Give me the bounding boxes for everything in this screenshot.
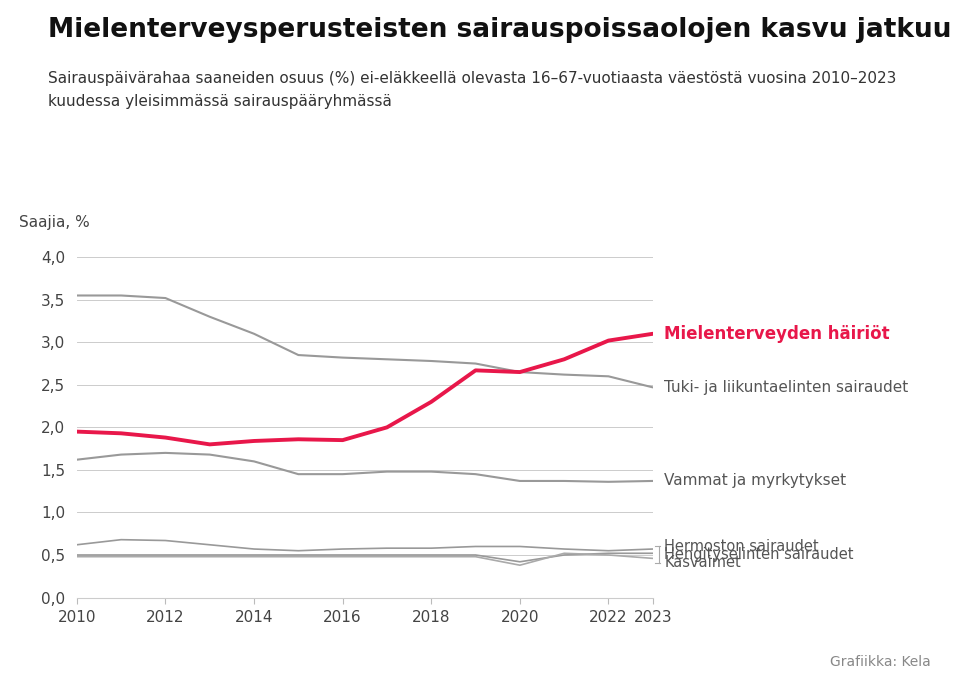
Text: Vammat ja myrkytykset: Vammat ja myrkytykset — [664, 473, 847, 488]
Text: Mielenterveyden häiriöt: Mielenterveyden häiriöt — [664, 325, 890, 343]
Text: kuudessa yleisimmässä sairauspääryhmässä: kuudessa yleisimmässä sairauspääryhmässä — [48, 94, 392, 109]
Text: Hengityselinten sairaudet: Hengityselinten sairaudet — [664, 547, 853, 562]
Text: Sairauspäivärahaa saaneiden osuus (%) ei-eläkkeellä olevasta 16–67-vuotiaasta vä: Sairauspäivärahaa saaneiden osuus (%) ei… — [48, 71, 897, 86]
Text: Mielenterveysperusteisten sairauspoissaolojen kasvu jatkuu: Mielenterveysperusteisten sairauspoissao… — [48, 17, 951, 43]
Text: Hermoston sairaudet: Hermoston sairaudet — [664, 539, 819, 554]
Text: Tuki- ja liikuntaelinten sairaudet: Tuki- ja liikuntaelinten sairaudet — [664, 380, 908, 395]
Text: Kasvaimet: Kasvaimet — [664, 555, 741, 570]
Text: Grafiikka: Kela: Grafiikka: Kela — [830, 655, 931, 669]
Text: Saajia, %: Saajia, % — [19, 215, 90, 230]
